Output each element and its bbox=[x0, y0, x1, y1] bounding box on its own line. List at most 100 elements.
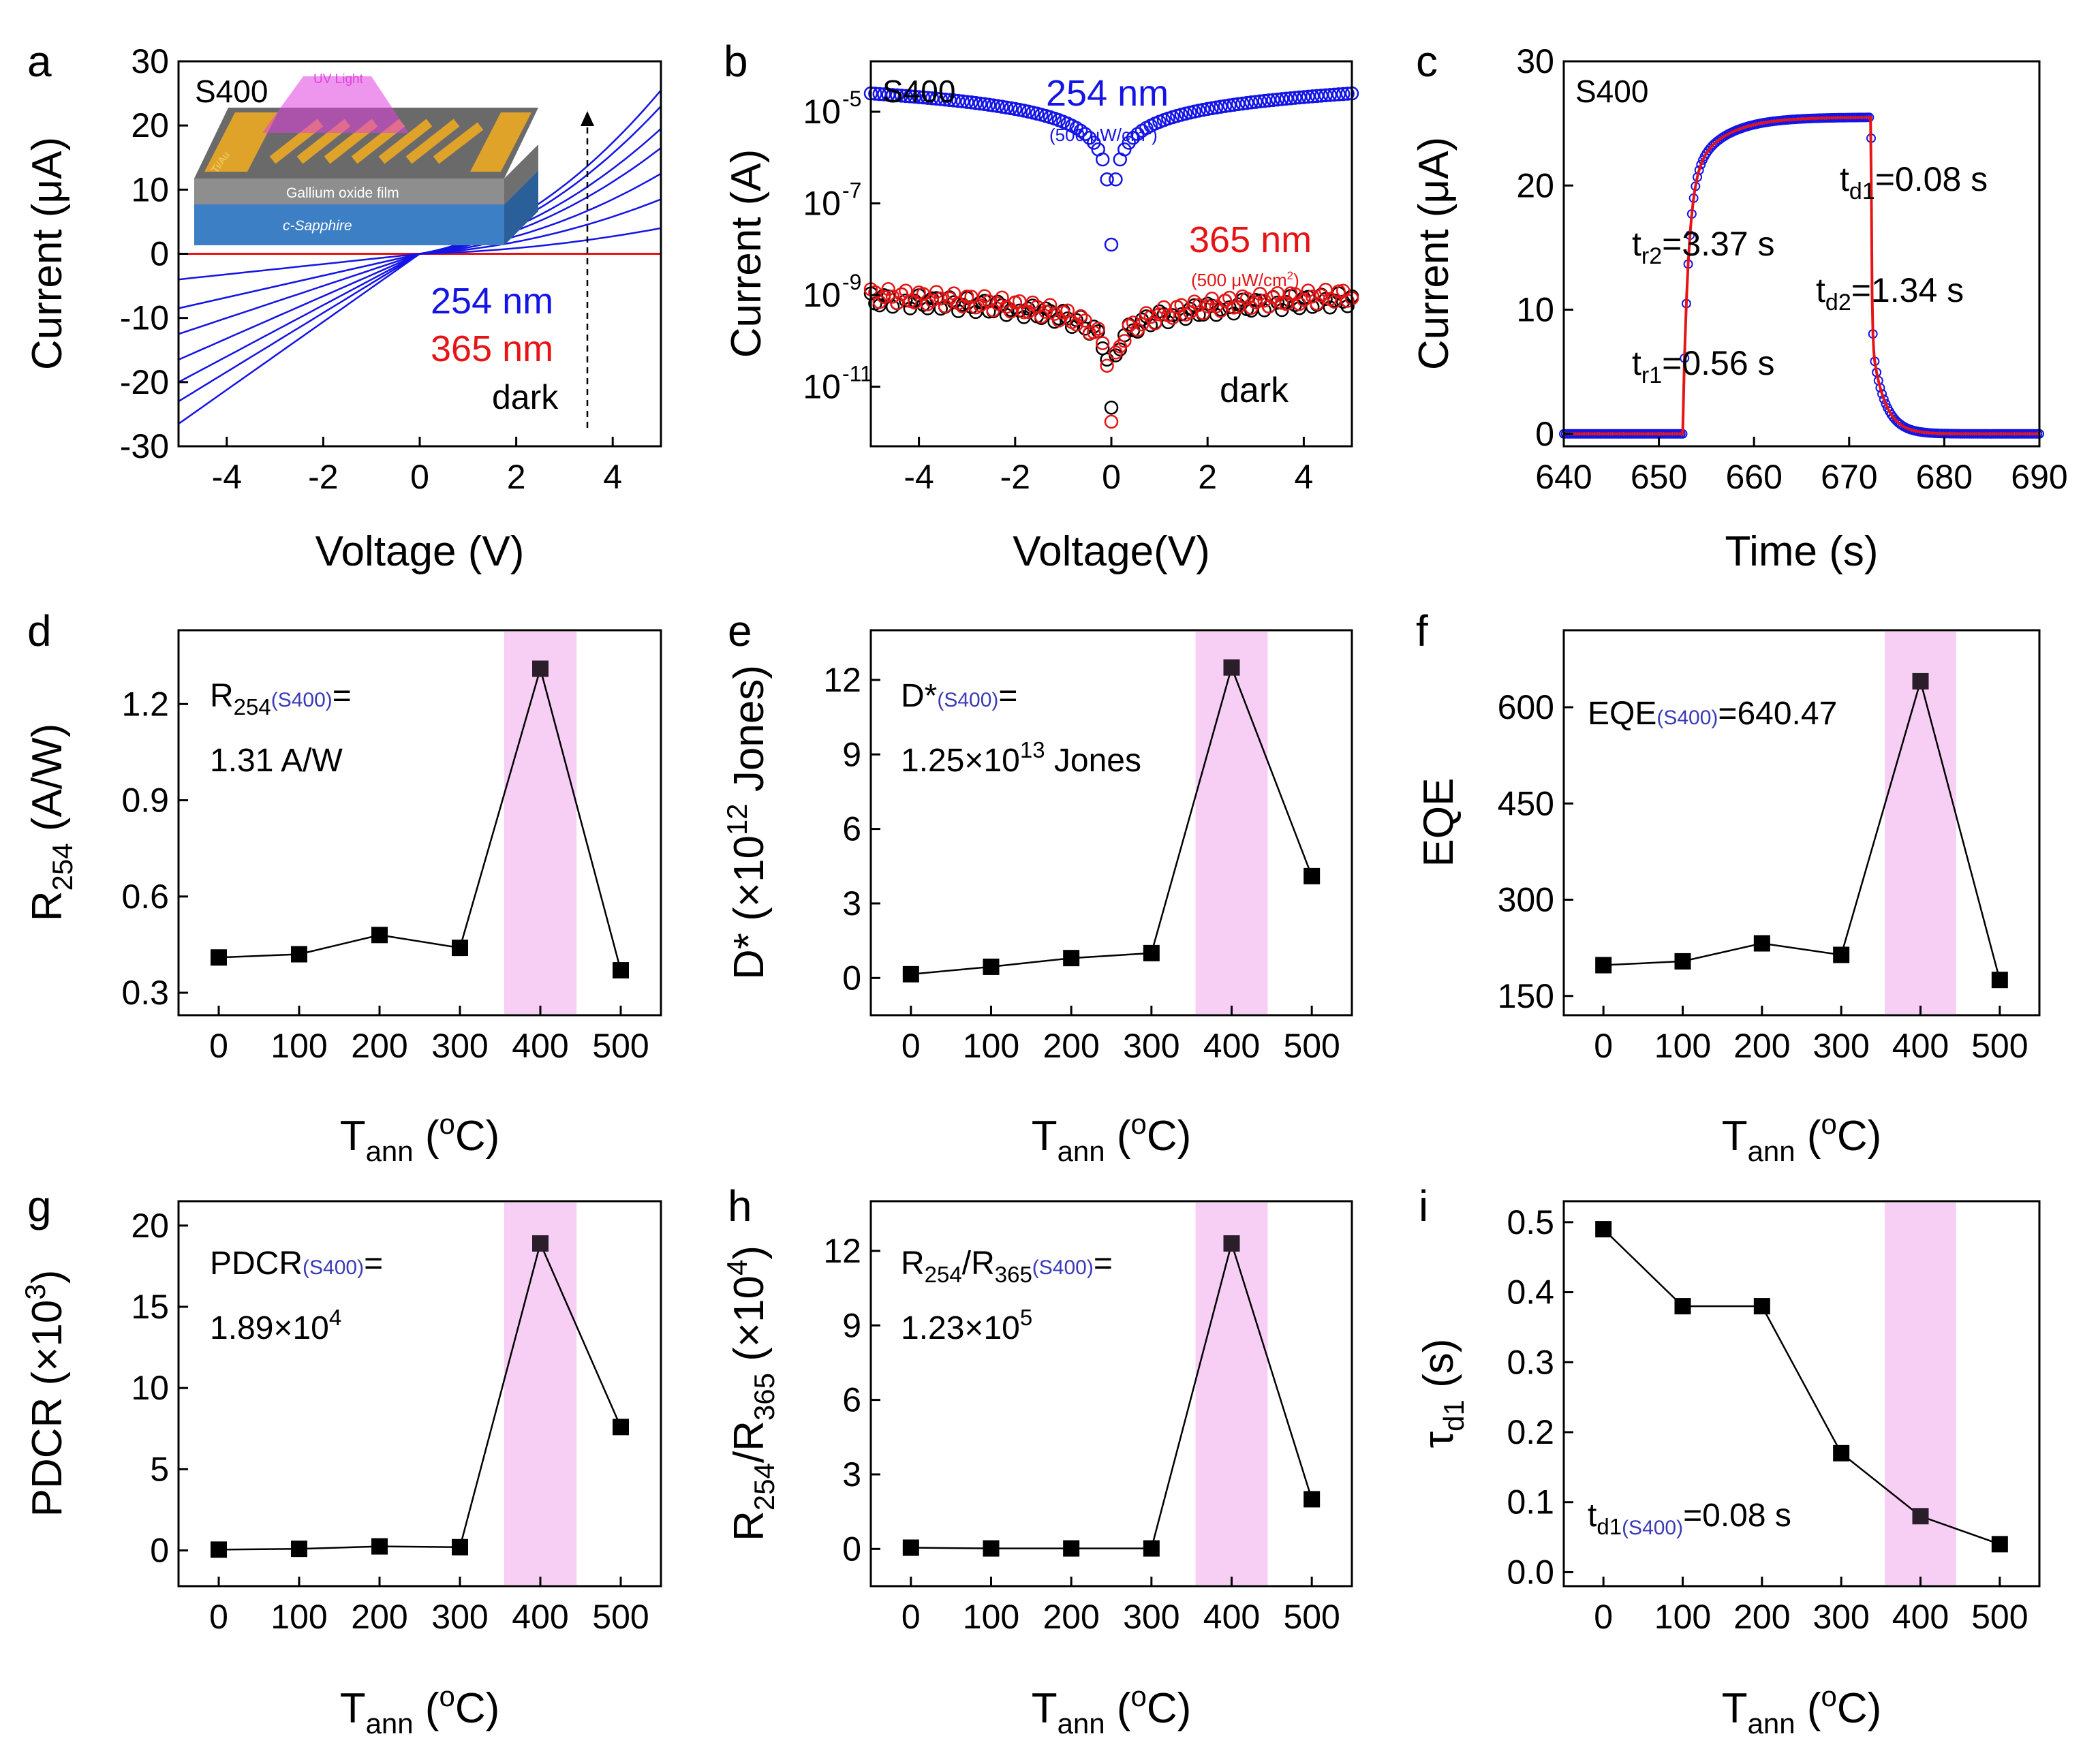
f-xtick-label: 200 bbox=[1733, 1027, 1790, 1065]
i-marker bbox=[1991, 1536, 2008, 1553]
d-ticks: 0 100 200 300 400 500 0.3 0.6 0.9 1.2 bbox=[121, 685, 649, 1065]
b-point-dark bbox=[916, 298, 931, 312]
e-annot-line1: D*(S400)= bbox=[901, 678, 1017, 714]
i-xtick-label: 400 bbox=[1892, 1598, 1949, 1636]
b-point-254-nm bbox=[951, 93, 966, 108]
e-xtick-label: 100 bbox=[963, 1027, 1019, 1065]
b-point-254-nm bbox=[1279, 91, 1293, 106]
f-series-line bbox=[1603, 678, 2001, 980]
c-annot-td2: td2=1.34 s bbox=[1816, 271, 1964, 315]
b-point-254-nm bbox=[1292, 90, 1307, 105]
b-point-365-nm bbox=[1152, 307, 1167, 322]
h-ylabel: R254/R365 (×104) bbox=[721, 1245, 780, 1541]
h-xlabel: Tann (oC) bbox=[1032, 1680, 1192, 1739]
panel-e: 0 100 200 300 400 500 0 3 6 9 12 e D*(S400)= 1.25×… bbox=[721, 606, 1353, 1167]
b-point-254-nm bbox=[1239, 95, 1254, 110]
b-point-365-nm bbox=[1043, 298, 1058, 312]
b-point-365-nm bbox=[877, 290, 891, 305]
a-ytick-label: 30 bbox=[131, 42, 169, 80]
f-plot-area bbox=[1595, 632, 2008, 1014]
b-xlabel: Voltage(V) bbox=[1013, 528, 1210, 575]
h-marker bbox=[902, 1539, 919, 1556]
i-plot-area bbox=[1595, 1203, 2008, 1585]
a-ytick-label: -30 bbox=[120, 427, 169, 465]
b-point-254-nm bbox=[921, 91, 935, 105]
b-xtick-label: 4 bbox=[1294, 458, 1313, 496]
b-point-dark bbox=[1104, 401, 1119, 415]
d-ylabel: R254 (A/W) bbox=[24, 724, 78, 921]
b-ytick-exp: -11 bbox=[842, 362, 872, 386]
h-ytick-label: 12 bbox=[823, 1232, 861, 1270]
f-xtick-label: 100 bbox=[1654, 1027, 1711, 1065]
b-point-254-nm bbox=[1340, 87, 1355, 101]
b-point-254-nm bbox=[1235, 96, 1250, 111]
b-point-254-nm bbox=[1231, 97, 1246, 112]
b-point-254-nm bbox=[881, 87, 895, 102]
i-xtick-label: 200 bbox=[1733, 1598, 1790, 1636]
inset-electrode-right bbox=[470, 112, 531, 172]
b-point-365-nm bbox=[1192, 298, 1206, 313]
b-point-365-nm bbox=[982, 294, 996, 309]
b-point-365-nm bbox=[890, 296, 904, 311]
h-marker bbox=[983, 1540, 1000, 1557]
b-point-365-nm bbox=[1025, 295, 1040, 310]
b-point-254-nm bbox=[1248, 95, 1263, 109]
e-xtick-label: 0 bbox=[901, 1027, 921, 1065]
i-panel-label: i bbox=[1419, 1181, 1428, 1231]
b-point-254-nm bbox=[1109, 172, 1123, 187]
i-ytick-label: 0.1 bbox=[1507, 1483, 1554, 1521]
h-annot-line2: 1.23×105 bbox=[901, 1305, 1032, 1346]
b-point-365-nm bbox=[1060, 303, 1075, 318]
g-ytick-label: 5 bbox=[150, 1450, 169, 1488]
b-ytick-exp: -9 bbox=[842, 270, 861, 294]
b-ytick-label: 10 bbox=[803, 276, 841, 314]
b-point-365-nm bbox=[959, 289, 974, 304]
panel-c: 640 650 660 670 680 690 0 10 20 30 c S400 td1=0.0… bbox=[1410, 37, 2068, 575]
h-ytick-label: 3 bbox=[842, 1455, 861, 1494]
d-marker bbox=[371, 927, 388, 944]
h-annot-line1: R254/R365(S400)= bbox=[901, 1245, 1113, 1287]
g-frame bbox=[177, 1200, 662, 1588]
b-point-254-nm bbox=[1275, 92, 1289, 106]
g-xtick-label: 500 bbox=[592, 1598, 649, 1636]
e-ytick-label: 6 bbox=[842, 810, 861, 848]
b-point-254-nm bbox=[877, 87, 891, 102]
h-frame bbox=[869, 1200, 1353, 1588]
b-point-365-nm bbox=[1126, 315, 1141, 330]
b-point-254-nm bbox=[1126, 131, 1141, 145]
f-marker bbox=[1674, 953, 1691, 970]
b-point-254-nm bbox=[1222, 98, 1237, 112]
e-highlight-band bbox=[1195, 632, 1268, 1014]
f-annot: EQE(S400)=640.47 bbox=[1588, 696, 1837, 732]
h-series-line bbox=[910, 1240, 1313, 1549]
b-point-365-nm bbox=[1051, 313, 1066, 328]
e-ytick-label: 0 bbox=[842, 959, 861, 997]
g-ytick-label: 15 bbox=[131, 1288, 169, 1326]
b-point-365-nm bbox=[1200, 299, 1215, 313]
f-ytick-label: 150 bbox=[1498, 977, 1554, 1015]
b-point-254-nm bbox=[1331, 87, 1346, 102]
e-marker bbox=[1303, 867, 1321, 884]
a-xtick-label: -4 bbox=[212, 458, 242, 496]
c-xtick-label: 650 bbox=[1631, 458, 1687, 496]
b-point-254-nm bbox=[899, 89, 913, 104]
inset-substrate-label: c-Sapphire bbox=[283, 218, 352, 234]
g-ytick-label: 10 bbox=[131, 1369, 169, 1407]
b-point-254-nm bbox=[903, 89, 918, 104]
c-ytick-label: 20 bbox=[1516, 166, 1554, 204]
d-xtick-label: 0 bbox=[209, 1027, 228, 1065]
inset-substrate-side bbox=[504, 170, 538, 245]
g-series-line bbox=[218, 1241, 622, 1551]
i-series-line bbox=[1603, 1228, 2001, 1545]
a-ytick-label: 20 bbox=[131, 106, 169, 144]
panel-f: 0 100 200 300 400 500 150 300 450 600 f EQE(S400)… bbox=[1415, 606, 2041, 1167]
b-point-254-nm bbox=[872, 87, 887, 102]
c-xlabel: Time (s) bbox=[1725, 528, 1879, 575]
inset-substrate-front bbox=[194, 204, 504, 245]
c-ticks: 640 650 660 670 680 690 0 10 20 30 bbox=[1516, 42, 2067, 496]
b-point-254-nm bbox=[1323, 88, 1338, 102]
b-point-365-nm bbox=[934, 291, 948, 306]
b-point-365-nm bbox=[1017, 305, 1031, 320]
d-xlabel: Tann (oC) bbox=[340, 1108, 500, 1167]
b-xtick-label: -4 bbox=[904, 458, 934, 496]
